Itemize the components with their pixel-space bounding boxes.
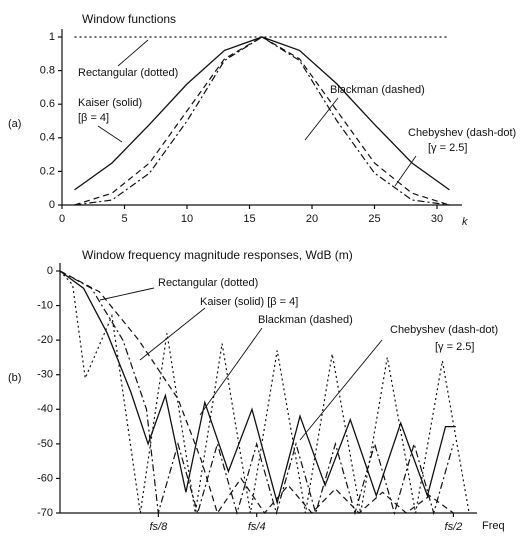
y-tick-label: 0.6 — [40, 98, 55, 110]
arrow — [139, 307, 206, 361]
arrow — [299, 339, 383, 441]
x-tick-label: fs/4 — [248, 521, 266, 533]
x-tick-label: fs/8 — [149, 521, 168, 533]
arrow — [99, 287, 155, 301]
chart-title: Window frequency magnitude responses, Wd… — [82, 248, 353, 262]
annotation: Kaiser (solid) — [78, 97, 142, 109]
series-line — [74, 36, 450, 206]
arrow — [117, 39, 149, 67]
y-tick-label: 0.2 — [40, 165, 55, 177]
annotation: Chebyshev (dash-dot) — [408, 127, 516, 139]
arrow — [97, 125, 123, 143]
y-tick-label: 0 — [49, 199, 55, 211]
y-tick-label: -40 — [37, 403, 53, 415]
annotation: [γ = 2.5] — [435, 341, 474, 353]
annotation: Blackman (dashed) — [258, 314, 353, 326]
annotation: [γ = 2.5] — [428, 142, 467, 154]
arrow — [394, 155, 417, 187]
annotation: [β = 4] — [78, 112, 109, 124]
y-tick-label: 1 — [49, 31, 55, 43]
series-line — [59, 270, 456, 506]
y-tick-label: -50 — [37, 438, 53, 450]
arrows — [97, 39, 417, 441]
y-tick-label: -30 — [37, 369, 53, 381]
annotation: Rectangular (dotted) — [78, 67, 178, 79]
y-tick-label: -20 — [37, 334, 53, 346]
x-axis-label: Freq — [482, 520, 505, 532]
x-tick-label: 10 — [181, 213, 193, 225]
panel-label: (a) — [8, 118, 21, 130]
annotation: Kaiser (solid) [β = 4] — [200, 296, 298, 308]
chart-title: Window functions — [82, 12, 176, 26]
x-tick-label: 0 — [59, 213, 65, 225]
x-tick-label: fs/2 — [445, 521, 463, 533]
x-axis-label: k — [462, 216, 468, 228]
series-line — [74, 36, 450, 206]
series-line — [74, 36, 450, 191]
y-tick-label: 0.4 — [40, 132, 55, 144]
arrow — [199, 327, 263, 416]
arrow — [304, 97, 339, 141]
x-tick-label: 20 — [306, 213, 318, 225]
annotation: Rectangular (dotted) — [158, 277, 258, 289]
y-tick-label: -70 — [37, 507, 53, 519]
x-tick-label: 5 — [121, 213, 127, 225]
series-line — [59, 270, 470, 514]
x-tick-label: 15 — [243, 213, 255, 225]
y-tick-label: 0.8 — [40, 65, 55, 77]
annotation: Blackman (dashed) — [330, 84, 425, 96]
y-tick-label: -10 — [37, 299, 53, 311]
annotation: Chebyshev (dash-dot) — [390, 324, 498, 336]
y-tick-label: -60 — [37, 472, 53, 484]
y-tick-label: 0 — [47, 265, 53, 277]
series-line — [59, 270, 454, 515]
panel-label: (b) — [8, 372, 21, 384]
x-tick-label: 25 — [368, 213, 380, 225]
x-tick-label: 30 — [431, 213, 443, 225]
